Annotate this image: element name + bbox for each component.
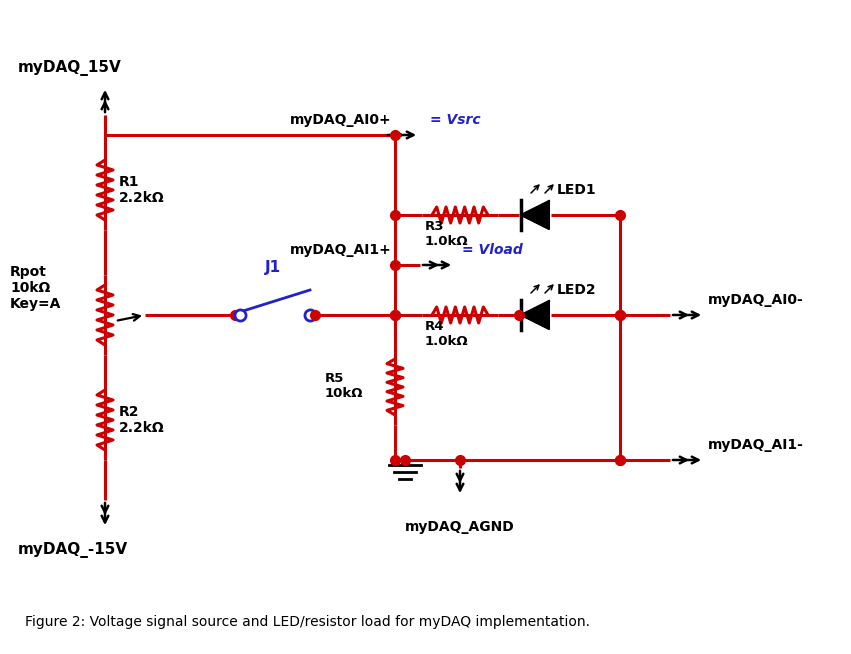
Text: R1
2.2kΩ: R1 2.2kΩ <box>119 175 164 205</box>
Text: R4
1.0kΩ: R4 1.0kΩ <box>425 320 469 348</box>
Polygon shape <box>521 301 549 329</box>
Text: LED2: LED2 <box>557 283 597 297</box>
Polygon shape <box>521 201 549 229</box>
Text: = Vsrc: = Vsrc <box>430 113 481 127</box>
Text: myDAQ_AI0-: myDAQ_AI0- <box>708 293 803 307</box>
Text: Rpot
10kΩ
Key=A: Rpot 10kΩ Key=A <box>10 265 61 311</box>
Text: myDAQ_AI1-: myDAQ_AI1- <box>708 438 804 452</box>
Text: R2
2.2kΩ: R2 2.2kΩ <box>119 405 164 435</box>
Text: LED1: LED1 <box>557 183 597 197</box>
Text: myDAQ_AI0+: myDAQ_AI0+ <box>290 113 391 127</box>
Text: R5
10kΩ: R5 10kΩ <box>325 372 363 400</box>
Text: Figure 2: Voltage signal source and LED/resistor load for myDAQ implementation.: Figure 2: Voltage signal source and LED/… <box>25 615 590 629</box>
Text: myDAQ_AGND: myDAQ_AGND <box>405 520 515 534</box>
Text: myDAQ_-15V: myDAQ_-15V <box>18 542 129 558</box>
Text: J1: J1 <box>265 260 281 275</box>
Text: = Vload: = Vload <box>462 243 523 257</box>
Text: myDAQ_15V: myDAQ_15V <box>18 60 122 76</box>
Text: R3
1.0kΩ: R3 1.0kΩ <box>425 220 469 248</box>
Text: myDAQ_AI1+: myDAQ_AI1+ <box>290 243 391 257</box>
